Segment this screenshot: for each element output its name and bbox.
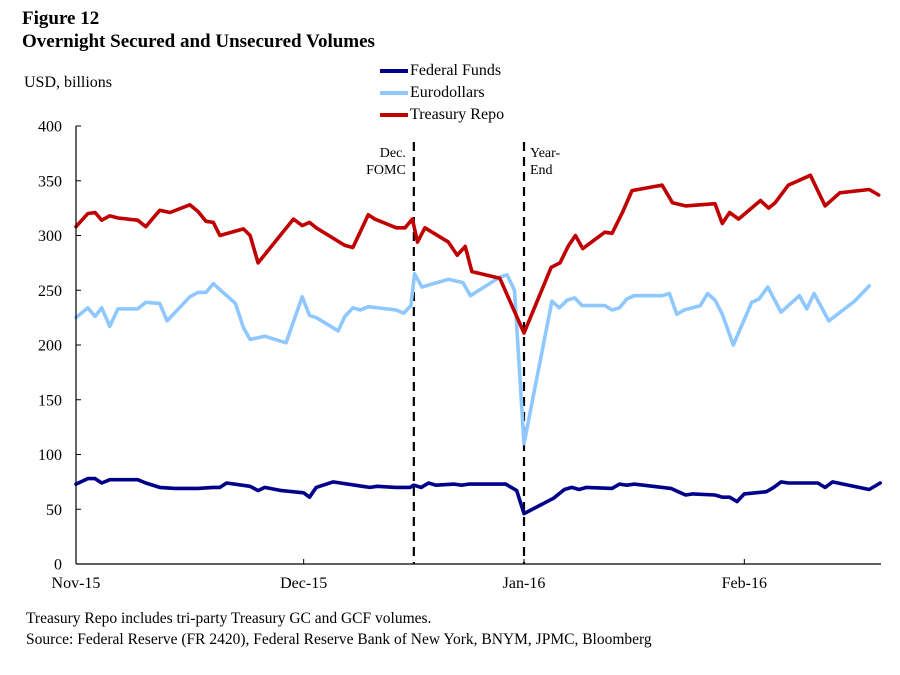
y-tick-label: 400: [38, 119, 62, 136]
chart-title: Overnight Secured and Unsecured Volumes: [22, 31, 375, 52]
y-tick-label: 100: [38, 447, 62, 464]
event-marker-label: FOMC: [366, 163, 406, 178]
annotations-layer: Dec. FOMC Year- End: [366, 142, 561, 564]
y-tick-label: 250: [38, 283, 62, 300]
legend: Federal Funds Eurodollars Treasury Repo: [380, 60, 504, 126]
series-line-treasury-repo: [74, 173, 881, 335]
legend-item-federal-funds: Federal Funds: [380, 60, 504, 82]
figure-number: Figure 12: [22, 8, 100, 29]
y-tick-label: 150: [38, 392, 62, 409]
x-tick-label: Dec-15: [280, 575, 327, 592]
chart-notes: Treasury Repo includes tri-party Treasur…: [26, 608, 652, 650]
note-text: Treasury Repo includes tri-party Treasur…: [26, 610, 432, 627]
series-federal-funds: [74, 476, 882, 516]
series-line-eurodollars: [74, 272, 871, 446]
x-tick-label: Jan-16: [503, 575, 546, 592]
series-line-federal-funds: [74, 476, 882, 516]
y-tick-label: 300: [38, 228, 62, 245]
series-treasury-repo: [74, 173, 881, 335]
x-tick-label: Feb-16: [722, 575, 767, 592]
event-marker-label: Year-: [530, 146, 561, 161]
y-tick-label: 200: [38, 338, 62, 355]
source-text: Source: Federal Reserve (FR 2420), Feder…: [26, 631, 652, 648]
y-tick-label: 50: [46, 502, 62, 519]
y-tick-label: 0: [54, 557, 62, 574]
axes-layer: 0 50 100 150 200 250 300 350 400 Nov-15 Dec-15 Jan-…: [38, 119, 881, 592]
legend-item-eurodollars: Eurodollars: [380, 82, 504, 104]
legend-item-treasury-repo: Treasury Repo: [380, 104, 504, 126]
legend-swatch-federal-funds: [380, 69, 408, 73]
legend-label-eurodollars: Eurodollars: [410, 84, 485, 101]
event-marker-label: Dec.: [380, 146, 406, 161]
series-eurodollars: [74, 272, 871, 446]
legend-label-treasury-repo: Treasury Repo: [410, 106, 505, 123]
legend-swatch-treasury-repo: [380, 113, 408, 117]
series-layer: [74, 173, 882, 516]
legend-swatch-eurodollars: [380, 91, 408, 95]
event-marker-label: End: [530, 163, 553, 178]
x-tick-label: Nov-15: [52, 575, 101, 592]
legend-label-federal-funds: Federal Funds: [410, 62, 502, 79]
y-tick-label: 350: [38, 173, 62, 190]
y-axis-units-label: USD, billions: [24, 74, 113, 91]
